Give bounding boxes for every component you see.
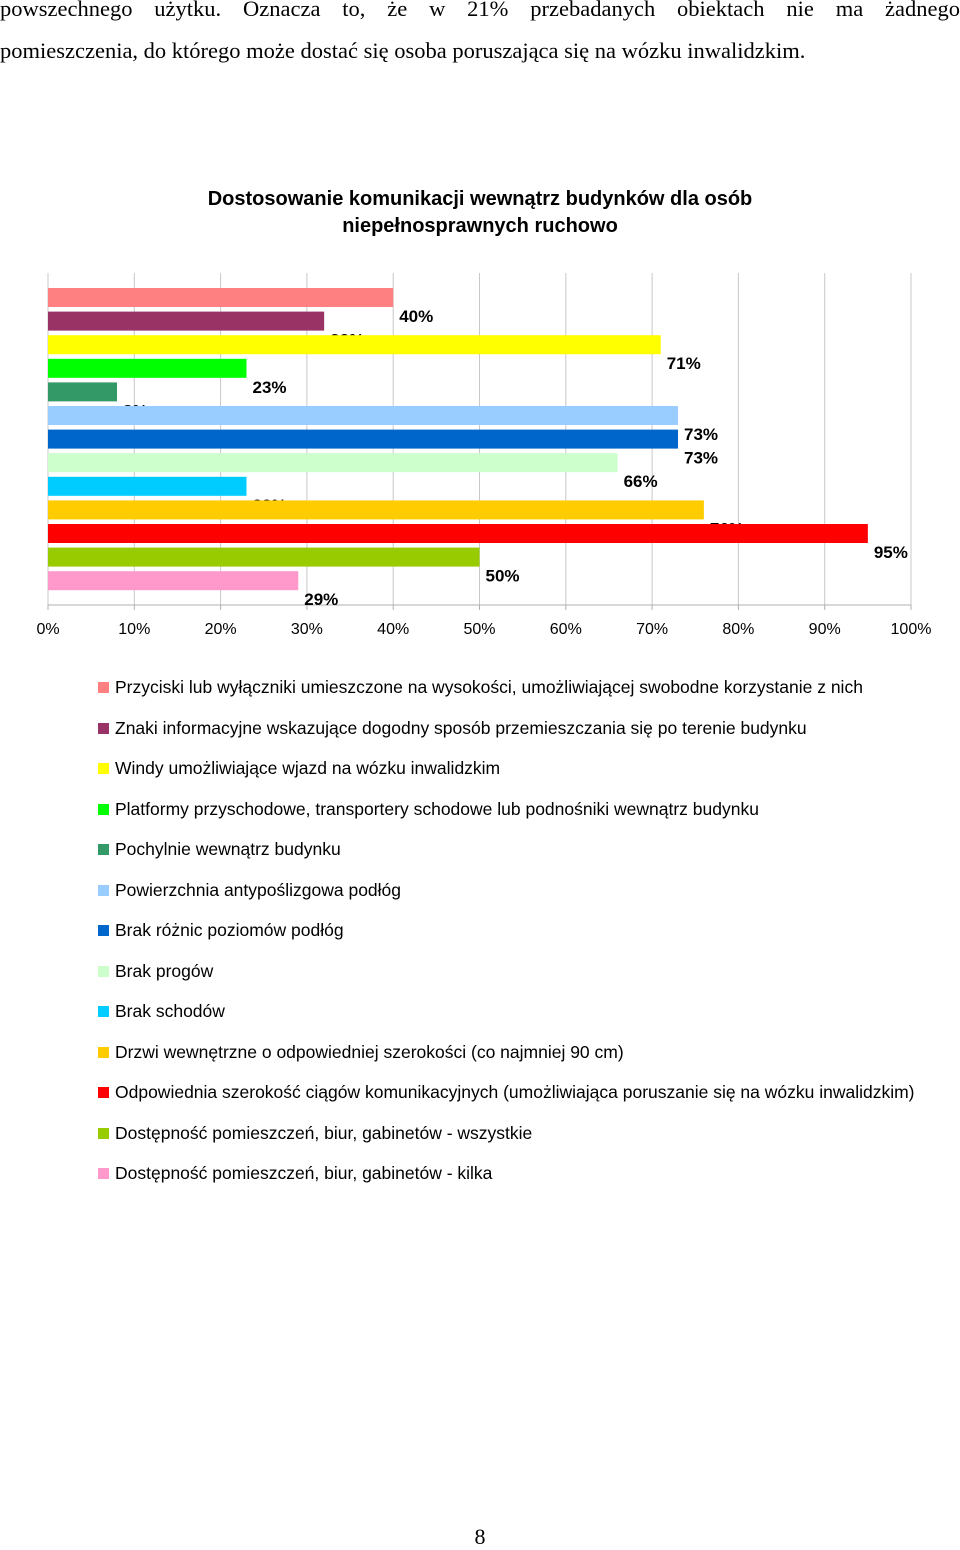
legend-label: Drzwi wewnętrzne o odpowiedniej szerokoś… [115, 1041, 624, 1062]
legend-swatch [98, 763, 109, 774]
legend-swatch [98, 965, 109, 977]
legend-swatch [98, 1046, 109, 1058]
legend-item: Znaki informacyjne wskazujące dogodny sp… [98, 717, 960, 758]
legend-item: Platformy przyschodowe, transportery sch… [98, 798, 960, 839]
legend-label: Brak różnic poziomów podłóg [115, 920, 344, 940]
legend-item: Pochylnie wewnątrz budynku [98, 838, 960, 879]
bar-data-label: 66% [624, 472, 658, 491]
bar-data-label: 40% [399, 307, 433, 326]
bar [48, 335, 661, 355]
bar-data-label: 29% [304, 590, 338, 609]
bar-data-label: 50% [486, 567, 520, 586]
intro-paragraph: powszechnego użytku. Oznacza to, że w 21… [0, 0, 960, 72]
legend-item: Brak progów [98, 960, 960, 1001]
legend-label: Dostępność pomieszczeń, biur, gabinetów … [115, 1163, 493, 1183]
bar-chart: 0%10%20%30%40%50%60%70%80%90%100%40%32%7… [36, 273, 932, 638]
bar [48, 382, 118, 402]
bar-data-label: 73% [684, 449, 718, 468]
x-tick-label: 40% [377, 621, 409, 638]
legend-item: Brak schodów [98, 1000, 960, 1041]
legend-swatch [98, 844, 109, 855]
bar [48, 429, 678, 449]
chart-title: Dostosowanie komunikacji wewnątrz budynk… [0, 186, 960, 240]
bar [48, 524, 868, 543]
x-tick-label: 90% [809, 621, 841, 638]
intro-line-1: powszechnego użytku. Oznacza to, że w 21… [0, 0, 960, 21]
bar [48, 288, 394, 307]
chart-legend: Przyciski lub wyłączniki umieszczone na … [98, 676, 960, 1203]
bar [48, 500, 704, 520]
legend-swatch [98, 682, 109, 693]
legend-item: Drzwi wewnętrzne o odpowiedniej szerokoś… [98, 1041, 960, 1082]
bar [48, 453, 618, 473]
x-tick-label: 50% [463, 621, 495, 638]
legend-swatch [98, 884, 109, 896]
bar [48, 547, 480, 567]
legend-label: Brak progów [115, 960, 214, 981]
legend-label: Pochylnie wewnątrz budynku [115, 839, 341, 859]
x-tick-label: 20% [205, 621, 237, 638]
bar-data-label: 73% [684, 425, 718, 444]
legend-label: Odpowiednia szerokość ciągów komunikacyj… [115, 1082, 915, 1102]
legend-swatch [98, 1087, 109, 1098]
legend-label: Powierzchnia antypoślizgowa podłóg [115, 879, 402, 900]
legend-label: Windy umożliwiające wjazd na wózku inwal… [115, 758, 501, 778]
legend-item: Odpowiednia szerokość ciągów komunikacyj… [98, 1081, 960, 1122]
legend-label: Platformy przyschodowe, transportery sch… [115, 798, 759, 819]
x-tick-label: 10% [118, 621, 150, 638]
legend-swatch [98, 1168, 109, 1179]
legend-item: Przyciski lub wyłączniki umieszczone na … [98, 676, 960, 717]
legend-label: Brak schodów [115, 1001, 225, 1021]
bar [48, 358, 247, 378]
x-tick-label: 100% [891, 621, 932, 638]
bar [48, 476, 247, 496]
legend-item: Dostępność pomieszczeń, biur, gabinetów … [98, 1122, 960, 1163]
legend-item: Brak różnic poziomów podłóg [98, 919, 960, 960]
x-tick-label: 0% [36, 621, 59, 638]
legend-label: Znaki informacyjne wskazujące dogodny sp… [115, 717, 807, 738]
legend-swatch [98, 722, 109, 734]
bar [48, 311, 325, 331]
legend-item: Dostępność pomieszczeń, biur, gabinetów … [98, 1162, 960, 1203]
bar-data-label: 95% [874, 543, 908, 562]
legend-item: Windy umożliwiające wjazd na wózku inwal… [98, 757, 960, 798]
legend-swatch [98, 1006, 109, 1017]
intro-line-2: pomieszczenia, do którego może dostać si… [0, 38, 806, 63]
bar [48, 406, 678, 425]
legend-swatch [98, 925, 109, 936]
x-tick-label: 30% [291, 621, 323, 638]
bar [48, 571, 299, 591]
x-tick-label: 80% [722, 621, 754, 638]
bar-data-label: 71% [667, 354, 701, 373]
legend-label: Dostępność pomieszczeń, biur, gabinetów … [115, 1122, 533, 1143]
bar-data-label: 23% [252, 378, 286, 397]
legend-swatch [98, 1127, 109, 1139]
legend-label: Przyciski lub wyłączniki umieszczone na … [115, 677, 863, 697]
chart-title-line-1: Dostosowanie komunikacji wewnątrz budynk… [207, 188, 753, 210]
legend-swatch [98, 803, 109, 815]
legend-item: Powierzchnia antypoślizgowa podłóg [98, 879, 960, 920]
x-tick-label: 60% [550, 621, 582, 638]
x-tick-label: 70% [636, 621, 668, 638]
page-number: 8 [474, 1524, 486, 1549]
chart-title-line-2: niepełnosprawnych ruchowo [342, 215, 618, 237]
